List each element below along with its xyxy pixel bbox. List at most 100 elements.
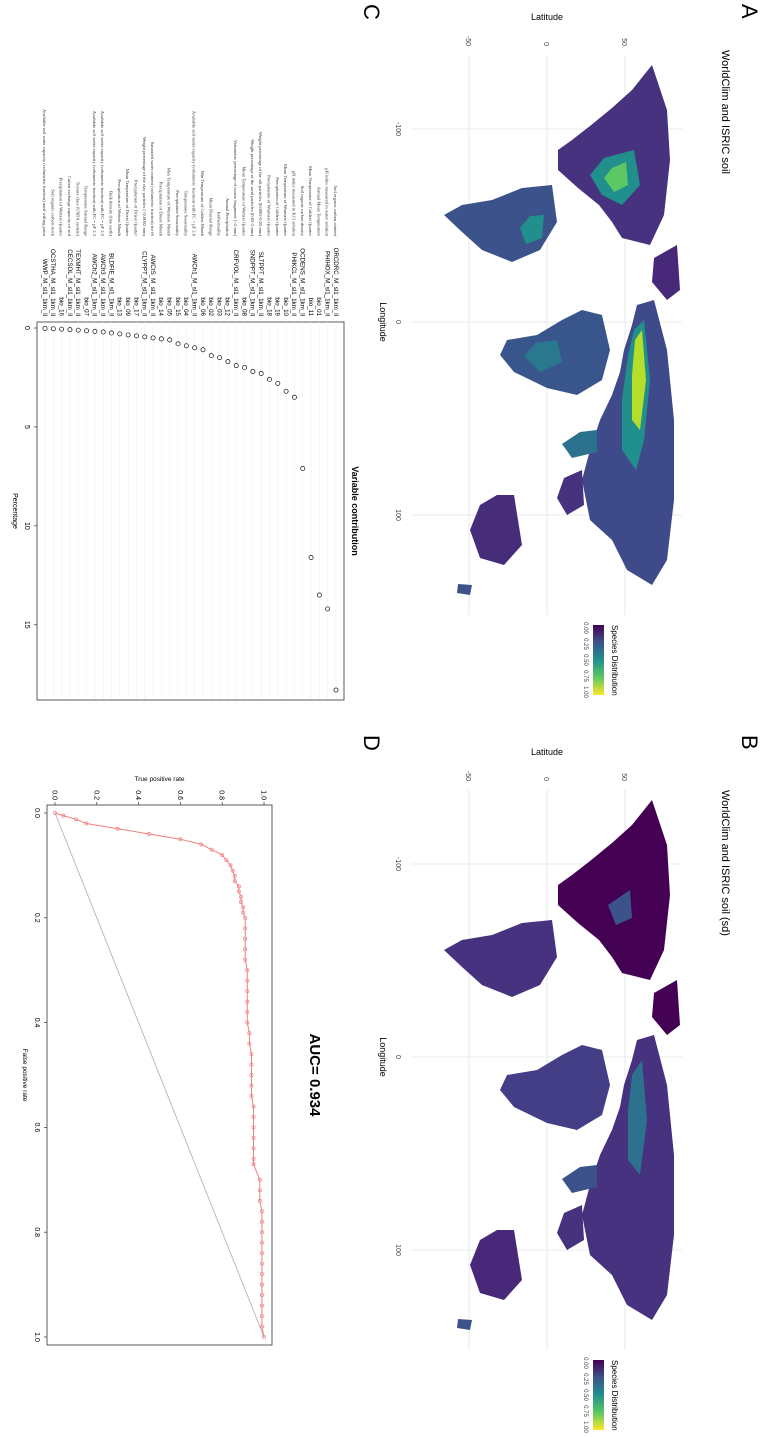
chart-c-variable-code: PHIHOX_M_sl1_1km_ll [323,251,330,316]
southeast-asia-region [557,470,584,515]
eurasia-patch [628,1060,647,1175]
chart-d-roc-point [209,847,214,852]
chart-d-roc-point [259,1293,264,1298]
map-b-lat-tick-1: -50 [464,771,471,781]
chart-c-variable-code: SLTPPT_M_sl1_1km_ll [257,252,264,316]
map-a-legend-tick-3: 0.50 [582,654,588,666]
chart-d-roc-point [228,863,233,868]
chart-c-variable-description: Soil organic carbon content [333,185,338,236]
chart-c-variable-description: Precipitation of Coldest Quarter [275,177,280,236]
chart-c-variable-description: Precipitation of Driest Quarter [133,180,138,236]
chart-c-point [200,347,206,353]
india-region [562,1165,597,1193]
greenland-region [652,980,680,1035]
chart-d-roc-point [259,1303,264,1308]
chart-c-variable-description: Mean Diurnal Range [208,197,213,236]
map-a-lat-tick-1: -50 [464,36,471,46]
chart-d-roc-point [251,1104,256,1109]
eurasia-region [582,1035,674,1320]
map-a-legend-tick-4: 0.75 [582,670,588,682]
chart-c-point [42,325,48,331]
panel-d: D AUC= 0.934 0.0 0.2 0.4 0.6 0.8 1.0 0.0 0.2 0.4 0… [21,735,384,1346]
chart-c-variable-code: bio_06 [199,297,206,316]
chart-c-variable-description: Precipitation of Driest Month [158,182,163,237]
australia-region [470,1230,522,1300]
panel-a-letter: A [737,4,762,19]
chart-c-variable-description: Precipitation of Wettest Month [117,179,122,236]
chart-c-variable-description: Annual Mean Temperature [316,187,321,236]
rotated-figure: A WorldClim and ISRIC soil [11,4,762,1433]
chart-c-point [84,328,90,334]
chart-c-variable-code: OCDENS_M_sl1_1km_ll [299,248,306,316]
chart-c-point [67,327,73,333]
map-b-legend-tick-4: 0.75 [582,1405,588,1417]
chart-c-xlabel: Percentage [11,493,18,529]
chart-c-variable-code: bio_18 [265,297,272,316]
chart-c-variable-description: Weight percentage of the sand particles … [250,139,255,236]
greenland-region [652,245,680,300]
chart-c-point [291,394,297,400]
new-zealand-region [457,584,472,595]
chart-d-frame [46,804,273,1346]
chart-c-point [134,333,139,339]
chart-c-variable-code: BLDFIE_M_sl1_1km_ll [107,253,114,316]
chart-d-xtick-label: 1.0 [33,1332,40,1342]
panel-b: B WorldClim and ISRIC soil (sd) [378,735,762,1433]
chart-c-title: Variable contribution [350,466,360,556]
chart-d-xlabel: False positive rate [21,1049,28,1102]
north-america-patch [608,890,632,925]
chart-d-roc-point [251,1156,256,1161]
chart-c-point [175,341,181,347]
chart-c-xtick-label: 0 [23,326,30,330]
chart-d-roc-point [243,915,248,920]
chart-c-point [50,326,56,332]
chart-c-variable-description: Available soil water capacity (volumetri… [192,111,197,237]
south-america-region [444,920,557,997]
chart-d-roc-point [243,947,248,952]
map-b-legend-tick-3: 0.50 [582,1389,588,1401]
chart-d-roc-point [224,858,229,863]
chart-c-variable-code: bio_02 [207,297,214,316]
chart-c-variable-description: Available soil water capacity (volumetri… [100,111,105,237]
chart-d-roc-point [257,1177,262,1182]
chart-d-roc-point [259,1261,264,1266]
chart-c-point [125,332,131,338]
north-america-region [558,800,670,980]
map-a-legend-colorbar [593,625,604,695]
map-a-legend-ticks: 0.00 0.25 0.50 0.75 1.00 [582,622,588,698]
chart-d-roc-point [249,1094,254,1098]
chart-d-xtick-label: 0.6 [33,1123,40,1133]
panel-b-title: WorldClim and ISRIC soil (sd) [719,790,731,936]
chart-c-variable-code: AWCtS_M_sl1_1km_ll [149,255,156,316]
chart-d-roc-point [259,1209,264,1214]
chart-c-variable-code: SNDPPT_M_sl1_1km_ll [249,250,256,316]
chart-c-variable-code: bio_14 [157,297,164,316]
map-a-legend-title: Species Distribution [610,625,619,696]
chart-c-variable-description: Temperature Seasonality [183,191,188,237]
chart-d-roc-point [259,1240,264,1245]
map-b-legend-tick-5: 1.00 [582,1421,588,1433]
chart-d-roc-point [84,821,89,826]
chart-c-point [250,369,256,374]
chart-d-roc-point [251,1114,256,1119]
chart-c-point [283,388,289,394]
chart-c-variable-code: ORCDRC_M_sl1_1km_ll [332,248,339,316]
panel-d-letter: D [359,735,384,751]
chart-c-variable-description: Precipitation of Warmest Quarter [266,175,271,236]
chart-d-roc-point [262,1335,266,1339]
chart-d-roc-point [249,1073,254,1077]
chart-c-variable-description: pH index measured in water solution [325,168,330,236]
chart-d-roc-point [259,1219,264,1224]
chart-c-variable-code: bio_05 [166,297,173,316]
map-b-lon-tick-1: -100 [394,857,401,871]
map-b-landmasses [444,800,680,1330]
chart-c-point [208,353,214,359]
panel-c: C Variable contribution ORCDRC_M_sl1_1km_… [11,4,384,701]
chart-c-variable-code: bio_03 [215,297,222,316]
chart-d-roc-point [241,910,246,915]
map-a-lat-tick-3: 50 [620,38,627,46]
chart-d-ylabel: True positive rate [135,776,185,783]
chart-d-roc-point [243,957,248,962]
panel-b-letter: B [737,735,762,750]
chart-d-roc-point [243,936,248,941]
